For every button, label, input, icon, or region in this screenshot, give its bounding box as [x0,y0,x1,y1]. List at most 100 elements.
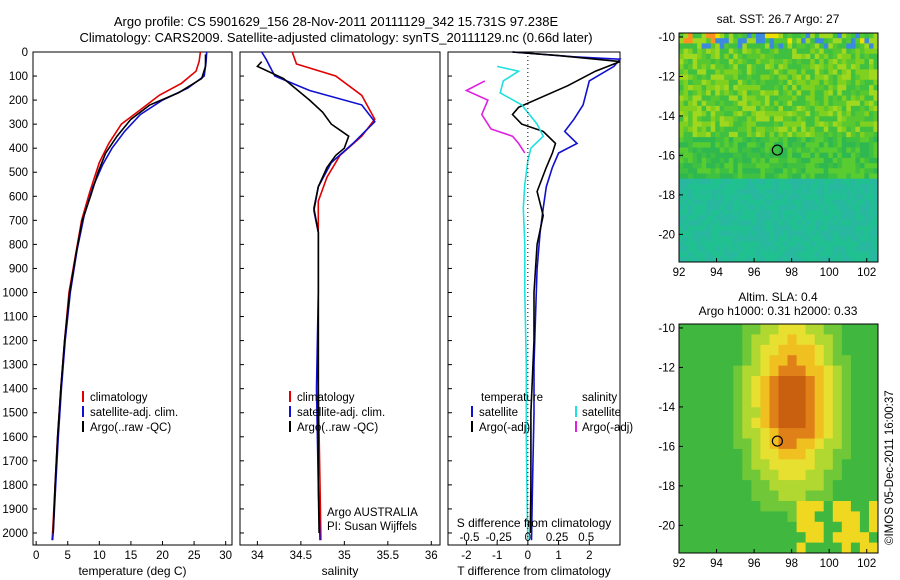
map-cell [841,178,847,185]
map-cell [828,256,834,262]
map-cell [764,116,770,123]
map-cell [832,241,838,247]
map-cell [832,131,838,138]
map-cell [769,230,775,237]
map-cell [706,137,712,143]
map-cell [823,111,829,117]
map-cell [683,43,689,50]
map-cell [796,168,802,175]
map-cell [755,246,761,253]
map-cell [746,105,752,112]
map-cell [733,490,743,502]
map-cell [801,121,807,128]
map-cell [683,105,689,112]
map-cell [810,241,816,247]
map-cell [683,126,689,133]
map-cell [783,199,789,206]
map-cell [697,417,707,429]
map-cell [755,230,761,237]
map-cell [774,43,780,50]
map-cell [697,396,707,408]
map-cell [783,64,789,70]
map-cell [769,121,775,128]
map-cell [787,459,798,471]
map-cell [841,69,847,76]
map-cell [746,85,752,91]
map-cell [755,74,761,81]
map-cell [710,147,716,154]
map-cell [837,137,843,143]
map-cell [724,38,730,44]
map-cell [832,532,843,544]
map-cell [783,85,789,91]
map-cell [688,147,694,154]
map-cell [742,126,748,133]
map-cell [742,490,752,502]
map-cell [801,137,807,143]
map-cell [701,105,707,112]
map-cell [823,428,834,440]
map-cell [869,142,875,149]
map-cell [746,48,752,55]
map-cell [733,100,739,107]
map-cell [859,256,865,262]
map-cell [814,79,820,86]
map-cell [814,38,820,44]
legend-entry: Argo(..raw -QC) [297,422,378,434]
map-cell [796,407,807,419]
map-cell [706,542,716,553]
map-cell [679,365,689,377]
map-cell [706,220,712,227]
map-cell [869,230,875,237]
x-tick-label: 20 [156,550,169,562]
map-cell [751,126,757,133]
map-cell [814,126,820,133]
map-cell [760,334,770,346]
map-cell [805,131,811,138]
map-cell [850,334,861,346]
map-cell [796,116,802,123]
map-cell [769,256,775,262]
map-cell [688,396,698,408]
map-cell [823,121,829,128]
map-cell [742,376,752,387]
map-cell [787,79,793,86]
map-cell [814,69,820,76]
map-cell [859,511,870,523]
map-cell [715,173,721,180]
map-cell [688,121,694,128]
map-cell [810,173,816,180]
map-cell [837,53,843,60]
map-cell [869,111,875,117]
map-cell [796,74,802,81]
map-cell [864,90,870,97]
map-cell [778,225,784,232]
map-cell [778,396,789,408]
map-cell [706,469,716,481]
map-cell [792,126,798,133]
map-cell [724,116,730,123]
map-cell [746,38,752,44]
map-cell [697,210,703,216]
map-cell [783,48,789,55]
map-cell [778,178,784,185]
map-cell [846,236,852,242]
map-cell [710,178,716,185]
map-cell [869,386,878,398]
map-cell [688,490,698,502]
map-cell [769,152,775,159]
map-cell [769,501,780,512]
map-cell [855,38,861,44]
map-cell [814,183,820,190]
map-cell [706,210,712,216]
map-cell [869,396,878,408]
map-cell [692,48,698,55]
map-cell [792,142,798,149]
map-cell [783,59,789,65]
map-cell [751,74,757,81]
map-cell [755,215,761,221]
map-cell [737,189,743,195]
map-cell [683,246,689,253]
map-cell [769,183,775,190]
map-cell [787,236,793,242]
